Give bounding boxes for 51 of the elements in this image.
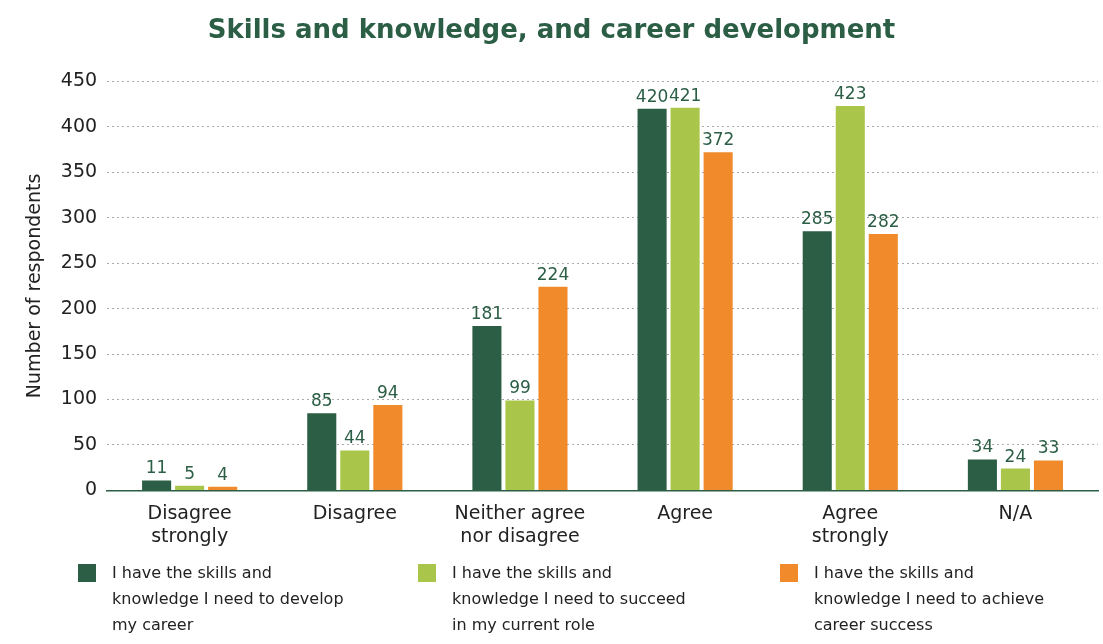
data-label: 94 — [377, 381, 399, 402]
y-tick-label: 250 — [60, 250, 98, 273]
data-label: 33 — [1037, 437, 1060, 458]
data-label: 420 — [635, 85, 669, 106]
data-label: 24 — [1004, 445, 1027, 466]
legend-label: I have the skills and knowledge I need to succeed in my current role — [452, 562, 687, 636]
data-label: 423 — [834, 82, 867, 103]
data-label: 34 — [971, 436, 994, 457]
y-tick-label: 200 — [60, 295, 98, 318]
data-label: 5 — [184, 462, 196, 483]
y-tick-label: 0 — [84, 477, 98, 500]
x-tick-label: Disagree strongly — [147, 500, 232, 546]
x-tick-label: Neither agree nor disagree — [454, 500, 586, 546]
data-label: 85 — [310, 390, 333, 411]
bar — [670, 107, 700, 490]
y-tick-label: 300 — [60, 204, 98, 227]
bar — [175, 485, 205, 490]
data-label: 11 — [145, 457, 168, 478]
bar — [703, 152, 733, 490]
y-tick-label: 400 — [60, 113, 98, 136]
bar — [868, 234, 898, 490]
x-tick-label: Agree strongly — [811, 500, 889, 546]
y-tick-label: 350 — [60, 159, 98, 182]
y-tick-label: 100 — [60, 386, 98, 409]
data-label: 224 — [536, 263, 570, 284]
y-axis-title: Number of respondents — [22, 173, 45, 399]
data-label: 285 — [801, 208, 834, 229]
y-tick-label: 450 — [60, 68, 98, 91]
y-tick-label: 150 — [60, 341, 98, 363]
data-label: 421 — [668, 84, 702, 105]
x-tick-label: Disagree — [312, 500, 397, 523]
data-label: 372 — [701, 129, 735, 150]
data-label: 282 — [867, 211, 900, 232]
bar — [1033, 460, 1063, 490]
bar — [538, 286, 568, 490]
bar — [1000, 468, 1030, 490]
x-tick-label: N/A — [998, 500, 1033, 523]
bar — [340, 450, 370, 490]
bar — [835, 105, 865, 490]
bar — [505, 400, 535, 490]
data-label: 44 — [343, 427, 366, 448]
data-label: 181 — [470, 302, 504, 323]
chart-title: Skills and knowledge, and career development — [206, 14, 897, 44]
y-tick-label: 50 — [72, 431, 98, 454]
data-label: 99 — [509, 377, 531, 398]
bar — [373, 404, 403, 490]
legend-label: I have the skills and knowledge I need to develop my career — [112, 562, 345, 636]
x-tick-label: Agree — [657, 500, 714, 523]
bar — [208, 486, 238, 490]
legend-label: I have the skills and knowledge I need to achieve career success — [814, 562, 1046, 636]
data-label: 4 — [217, 463, 229, 484]
